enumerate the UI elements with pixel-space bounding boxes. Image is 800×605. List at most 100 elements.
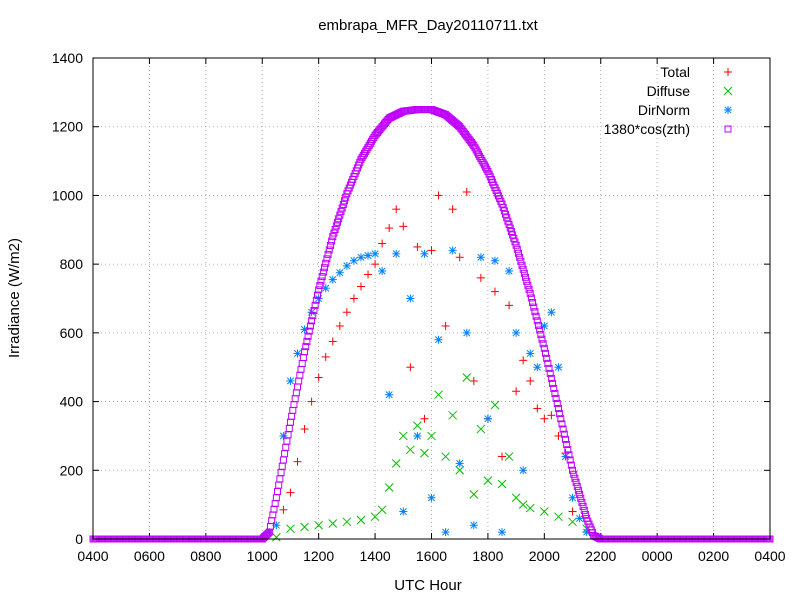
data-point: [569, 466, 577, 474]
x-tick-label: 0400: [77, 548, 108, 564]
data-point: [377, 505, 387, 515]
data-point: [441, 528, 450, 537]
data-point: [533, 363, 542, 372]
data-point: [364, 251, 373, 260]
x-tick-label: 0800: [190, 548, 221, 564]
data-point: [319, 268, 327, 276]
data-point: [322, 259, 330, 267]
data-point: [286, 488, 295, 497]
data-point: [522, 273, 530, 281]
data-point: [580, 506, 588, 514]
data-point: [321, 264, 329, 272]
data-point: [413, 242, 422, 251]
data-point: [475, 150, 483, 158]
data-point: [545, 364, 553, 372]
data-point: [342, 261, 351, 270]
data-point: [336, 211, 344, 219]
data-point: [335, 268, 344, 277]
data-point: [349, 256, 358, 265]
data-point: [552, 394, 560, 402]
data-point: [392, 205, 401, 214]
data-point: [371, 260, 380, 269]
data-point: [385, 224, 394, 233]
data-point: [341, 197, 349, 205]
data-point: [529, 299, 537, 307]
data-point: [579, 502, 587, 510]
data-point: [526, 289, 534, 297]
data-point: [573, 482, 581, 490]
data-point: [490, 256, 499, 265]
data-point: [311, 301, 319, 309]
data-point: [328, 519, 338, 528]
data-point: [462, 328, 471, 337]
data-point: [434, 335, 443, 344]
data-point: [563, 441, 571, 449]
chart-title: embrapa_MFR_Day20110711.txt: [318, 17, 538, 34]
data-point: [558, 420, 566, 428]
data-point: [476, 273, 485, 282]
y-tick-label: 600: [60, 325, 84, 341]
data-point: [314, 373, 323, 382]
data-point: [550, 384, 558, 392]
data-point: [498, 528, 507, 537]
data-point: [537, 331, 545, 339]
data-point: [313, 291, 321, 299]
data-point: [366, 139, 374, 147]
data-point: [306, 322, 314, 330]
data-point: [527, 294, 535, 302]
data-point: [364, 143, 372, 151]
data-point: [483, 414, 492, 423]
data-point: [413, 431, 422, 440]
x-tick-label: 1600: [416, 548, 447, 564]
data-point: [518, 500, 528, 509]
data-point: [391, 459, 401, 468]
data-point: [547, 308, 556, 317]
data-point: [392, 249, 401, 258]
data-point: [413, 421, 422, 430]
data-point: [512, 241, 520, 249]
legend-marker: [724, 106, 732, 114]
data-point: [526, 376, 535, 385]
data-point: [338, 204, 346, 212]
data-point: [324, 250, 332, 258]
data-point: [523, 277, 531, 285]
x-axis-title: UTC Hour: [394, 577, 462, 594]
data-point: [361, 149, 369, 157]
data-point: [571, 474, 579, 482]
data-point: [448, 410, 458, 420]
data-point: [330, 229, 338, 237]
data-point: [566, 456, 574, 464]
y-tick-label: 0: [75, 531, 83, 547]
data-point: [427, 246, 436, 255]
data-point: [323, 255, 331, 263]
data-point: [335, 321, 344, 330]
data-point: [525, 503, 535, 513]
data-point: [368, 137, 376, 145]
data-point: [526, 349, 535, 358]
data-point: [378, 267, 387, 276]
data-point: [533, 317, 541, 325]
data-point: [310, 307, 318, 315]
plot-frame: [92, 57, 771, 540]
data-point: [328, 275, 337, 284]
data-point: [490, 400, 500, 410]
data-point: [332, 222, 340, 230]
data-point: [305, 327, 313, 335]
data-point: [304, 332, 312, 340]
data-point: [384, 483, 394, 492]
data-point: [574, 486, 582, 494]
data-point: [570, 470, 578, 478]
data-point: [420, 249, 429, 258]
data-point: [490, 287, 499, 296]
y-tick-label: 400: [60, 394, 84, 410]
grid-layer: [92, 57, 771, 540]
data-point: [370, 512, 380, 522]
data-point: [518, 261, 526, 269]
data-point: [307, 397, 316, 406]
data-point: [554, 363, 563, 372]
data-point: [272, 532, 281, 542]
data-point: [551, 389, 559, 397]
x-tick-label: 1000: [247, 548, 278, 564]
data-point: [533, 404, 542, 413]
